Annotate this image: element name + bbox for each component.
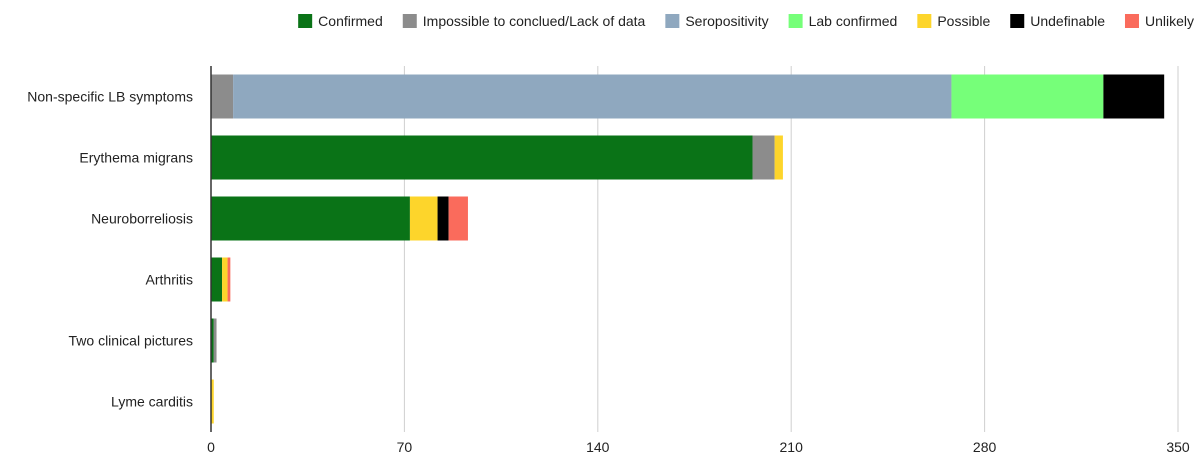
legend: Confirmed Impossible to conclued/Lack of … [298, 13, 1194, 29]
bar-lab-confirmed-non-specific-lb-symptoms [951, 74, 1104, 119]
x-tick-label: 0 [207, 439, 215, 455]
bar-impossible-to-conclued-lack-of-data-non-specific-lb-symptoms [211, 74, 234, 119]
legend-swatch [917, 14, 932, 28]
bar-possible-lyme-carditis [211, 379, 214, 424]
bar-confirmed-erythema-migrans [211, 135, 753, 180]
y-category-label: Non-specific LB symptoms [27, 89, 193, 105]
gridlines [403, 66, 1179, 432]
bars: Non-specific LB symptoms Erythema migrans… [27, 74, 1165, 424]
legend-item-confirmed: Confirmed [298, 13, 383, 29]
legend-swatch [402, 14, 417, 28]
legend-label: Confirmed [318, 13, 383, 29]
bar-confirmed-neuroborreliosis [211, 196, 410, 241]
legend-label: Unlikely [1145, 13, 1194, 29]
legend-swatch [1010, 14, 1025, 28]
bar-possible-neuroborreliosis [409, 196, 438, 241]
bar-undefinable-non-specific-lb-symptoms [1103, 74, 1165, 119]
legend-item-undefinable: Undefinable [1010, 13, 1105, 29]
x-tick-label: 280 [973, 439, 997, 455]
bar-unlikely-arthritis [227, 257, 231, 302]
legend-swatch [665, 14, 680, 28]
legend-label: Possible [937, 13, 990, 29]
bar-impossible-to-conclued-lack-of-data-two-clinical-pictures [213, 318, 217, 363]
x-tick-label: 210 [780, 439, 804, 455]
legend-item-seropositivity: Seropositivity [665, 13, 769, 29]
legend-label: Lab confirmed [809, 13, 898, 29]
bar-unlikely-neuroborreliosis [448, 196, 468, 241]
bar-possible-arthritis [222, 257, 228, 302]
y-category-label: Arthritis [146, 272, 193, 288]
y-category-label: Lyme carditis [111, 394, 193, 410]
x-axis-ticks: 0 70 140 210 280 350 [207, 439, 1190, 455]
legend-label: Undefinable [1030, 13, 1105, 29]
bar-seropositivity-non-specific-lb-symptoms [233, 74, 952, 119]
legend-item-impossible-to-conclued-lack-of-data: Impossible to conclued/Lack of data [402, 13, 646, 29]
legend-swatch [788, 14, 803, 28]
legend-swatch [1124, 14, 1139, 28]
bar-possible-erythema-migrans [774, 135, 783, 180]
x-tick-label: 350 [1166, 439, 1190, 455]
legend-label: Impossible to conclued/Lack of data [423, 13, 646, 29]
legend-item-lab-confirmed: Lab confirmed [788, 13, 898, 29]
y-category-label: Neuroborreliosis [91, 211, 193, 227]
y-category-label: Erythema migrans [79, 150, 193, 166]
bar-confirmed-two-clinical-pictures [211, 318, 214, 363]
legend-item-possible: Possible [917, 13, 990, 29]
bar-impossible-to-conclued-lack-of-data-erythema-migrans [752, 135, 775, 180]
legend-label: Seropositivity [685, 13, 768, 29]
legend-item-unlikely: Unlikely [1124, 13, 1194, 29]
bar-confirmed-arthritis [211, 257, 223, 302]
x-tick-label: 140 [586, 439, 610, 455]
bar-undefinable-neuroborreliosis [437, 196, 449, 241]
y-category-label: Two clinical pictures [69, 333, 194, 349]
x-tick-label: 70 [397, 439, 413, 455]
legend-swatch [298, 14, 313, 28]
